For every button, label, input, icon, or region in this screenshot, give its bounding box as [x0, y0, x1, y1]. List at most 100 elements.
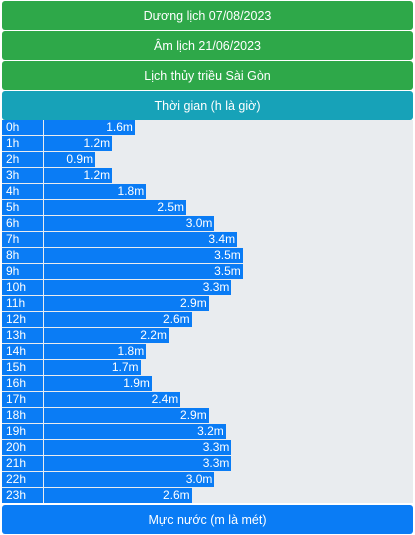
- tide-row: 3h 1.2m: [2, 168, 413, 183]
- time-label-header: Thời gian (h là giờ): [2, 91, 413, 120]
- hour-label: 4h: [2, 184, 43, 199]
- water-level-value: 3.0m: [185, 216, 213, 230]
- water-level-bar: 3.0m: [44, 216, 215, 231]
- water-level-bar: 1.2m: [44, 168, 113, 183]
- hour-label: 17h: [2, 392, 43, 407]
- tide-row: 11h 2.9m: [2, 296, 413, 311]
- tide-row: 20h 3.3m: [2, 440, 413, 455]
- tide-row: 8h 3.5m: [2, 248, 413, 263]
- hour-label: 7h: [2, 232, 43, 247]
- tide-row: 10h 3.3m: [2, 280, 413, 295]
- water-level-bar: 3.5m: [44, 264, 243, 279]
- water-level-value: 1.8m: [117, 184, 145, 198]
- hour-label: 21h: [2, 456, 43, 471]
- tide-row: 2h 0.9m: [2, 152, 413, 167]
- tide-row: 6h 3.0m: [2, 216, 413, 231]
- tide-row: 21h 3.3m: [2, 456, 413, 471]
- tide-row: 7h 3.4m: [2, 232, 413, 247]
- hour-label: 0h: [2, 120, 43, 135]
- water-level-value: 2.2m: [140, 328, 167, 342]
- hour-label: 12h: [2, 312, 43, 327]
- water-level-value: 2.9m: [180, 408, 207, 422]
- water-level-value: 2.6m: [162, 488, 190, 502]
- tide-row: 23h 2.6m: [2, 488, 413, 503]
- water-level-bar: 1.9m: [44, 376, 152, 391]
- water-level-bar: 3.3m: [44, 440, 232, 455]
- water-level-value: 1.2m: [83, 136, 111, 150]
- hour-label: 18h: [2, 408, 43, 423]
- hour-label: 13h: [2, 328, 43, 343]
- hour-label: 16h: [2, 376, 43, 391]
- tide-row: 15h 1.7m: [2, 360, 413, 375]
- tide-row: 22h 3.0m: [2, 472, 413, 487]
- water-level-value: 1.2m: [83, 168, 111, 182]
- water-level-value: 1.8m: [117, 344, 145, 358]
- water-level-bar: 2.9m: [44, 408, 209, 423]
- water-level-value: 3.5m: [214, 264, 241, 278]
- water-level-bar: 0.9m: [44, 152, 96, 167]
- water-level-bar: 3.2m: [44, 424, 226, 439]
- water-level-bar: 1.8m: [44, 344, 147, 359]
- water-level-bar: 1.2m: [44, 136, 113, 151]
- water-level-bar: 3.3m: [44, 456, 232, 471]
- water-level-value: 1.6m: [106, 120, 133, 134]
- tide-bar-chart: 0h 1.6m 1h 1.2m 2h 0.9m 3h 1.2m 4h 1.8m 5h 2.5m 6h 3.…: [2, 120, 413, 503]
- water-level-bar: 2.9m: [44, 296, 209, 311]
- water-level-footer: Mực nước (m là mét): [2, 505, 413, 534]
- tide-row: 0h 1.6m: [2, 120, 413, 135]
- water-level-bar: 3.3m: [44, 280, 232, 295]
- water-level-value: 0.9m: [66, 152, 94, 166]
- solar-date-header[interactable]: Dương lịch 07/08/2023: [2, 1, 413, 30]
- water-level-value: 3.3m: [202, 440, 230, 454]
- hour-label: 6h: [2, 216, 43, 231]
- tide-row: 4h 1.8m: [2, 184, 413, 199]
- hour-label: 22h: [2, 472, 43, 487]
- water-level-bar: 1.7m: [44, 360, 141, 375]
- hour-label: 2h: [2, 152, 43, 167]
- tide-row: 16h 1.9m: [2, 376, 413, 391]
- hour-label: 1h: [2, 136, 43, 151]
- hour-label: 10h: [2, 280, 43, 295]
- water-level-bar: 2.6m: [44, 488, 192, 503]
- tide-row: 19h 3.2m: [2, 424, 413, 439]
- water-level-value: 3.3m: [202, 456, 230, 470]
- water-level-value: 3.2m: [197, 424, 224, 438]
- water-level-value: 3.4m: [208, 232, 236, 246]
- tide-row: 9h 3.5m: [2, 264, 413, 279]
- hour-label: 14h: [2, 344, 43, 359]
- water-level-value: 2.4m: [151, 392, 179, 406]
- water-level-bar: 1.6m: [44, 120, 135, 135]
- hour-label: 5h: [2, 200, 43, 215]
- water-level-value: 2.6m: [162, 312, 190, 326]
- hour-label: 9h: [2, 264, 43, 279]
- water-level-bar: 2.4m: [44, 392, 181, 407]
- water-level-bar: 3.4m: [44, 232, 238, 247]
- hour-label: 23h: [2, 488, 43, 503]
- tide-row: 13h 2.2m: [2, 328, 413, 343]
- tide-row: 1h 1.2m: [2, 136, 413, 151]
- lunar-date-header[interactable]: Âm lịch 21/06/2023: [2, 31, 413, 60]
- water-level-bar: 3.5m: [44, 248, 243, 263]
- water-level-value: 2.5m: [157, 200, 184, 214]
- tide-location-header[interactable]: Lịch thủy triều Sài Gòn: [2, 61, 413, 90]
- tide-row: 18h 2.9m: [2, 408, 413, 423]
- tide-row: 5h 2.5m: [2, 200, 413, 215]
- water-level-value: 1.9m: [123, 376, 150, 390]
- hour-label: 3h: [2, 168, 43, 183]
- water-level-value: 2.9m: [180, 296, 207, 310]
- water-level-bar: 2.2m: [44, 328, 169, 343]
- hour-label: 8h: [2, 248, 43, 263]
- water-level-value: 3.0m: [185, 472, 213, 486]
- water-level-bar: 2.5m: [44, 200, 186, 215]
- tide-row: 12h 2.6m: [2, 312, 413, 327]
- water-level-value: 3.5m: [214, 248, 241, 262]
- water-level-bar: 2.6m: [44, 312, 192, 327]
- hour-label: 15h: [2, 360, 43, 375]
- water-level-value: 1.7m: [111, 360, 139, 374]
- water-level-bar: 1.8m: [44, 184, 147, 199]
- tide-row: 14h 1.8m: [2, 344, 413, 359]
- water-level-bar: 3.0m: [44, 472, 215, 487]
- tide-row: 17h 2.4m: [2, 392, 413, 407]
- hour-label: 19h: [2, 424, 43, 439]
